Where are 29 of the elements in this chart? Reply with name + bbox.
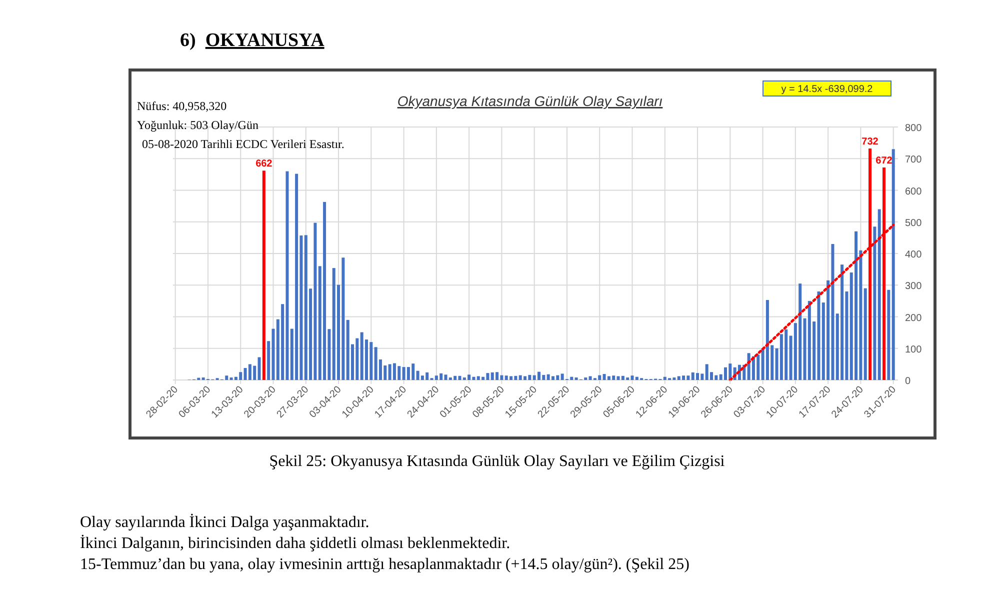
y-tick-label: 700 — [905, 154, 922, 166]
bar — [873, 226, 876, 380]
y-tick-label: 500 — [905, 218, 922, 229]
text: Olay sayılarında İkinci Dalga yaşanmaktadır. — [80, 513, 370, 531]
text: Nüfus: 40,958,320 — [137, 99, 227, 113]
y-tick-label: 0 — [905, 376, 911, 387]
y-tick-label: 100 — [905, 344, 922, 356]
text: 15-Temmuz’dan bu yana, olay ivmesinin arttığı hesaplanmaktadır (+14.5 olay/gün²). (Şekil 25) — [80, 556, 690, 573]
bar — [258, 357, 261, 380]
data-label: 672 — [876, 155, 893, 166]
data-label: 662 — [256, 158, 273, 170]
text: Şekil 25: Okyanusya Kıtasında Günlük Olay Sayıları ve Eğilim Çizgisi — [269, 453, 726, 470]
y-tick-label: 200 — [905, 312, 922, 324]
chart-title: Okyanusya Kıtasında Günlük Olay Sayıları — [397, 93, 663, 109]
bar — [262, 170, 266, 380]
bar — [878, 209, 881, 380]
y-tick-label: 300 — [905, 281, 922, 292]
bar — [864, 288, 867, 380]
text: 6) OKYANUSYA — [180, 30, 325, 51]
bar — [887, 290, 890, 380]
text: İkinci Dalganın, birincisinden daha şiddetli olması beklenmektedir. — [80, 534, 510, 552]
y-tick-label: 600 — [905, 186, 922, 198]
annotation: Yoğunluk: 503 Olay/Gün — [137, 118, 258, 132]
text: y = 14.5x -639,099.2 — [781, 84, 874, 95]
bar — [892, 149, 895, 380]
data-label: 732 — [862, 136, 879, 148]
y-tick-label: 400 — [905, 250, 922, 260]
annotation: 05-08-2020 Tarihli ECDC Verileri Esastır. — [142, 137, 344, 151]
y-tick-label: 800 — [905, 123, 922, 134]
